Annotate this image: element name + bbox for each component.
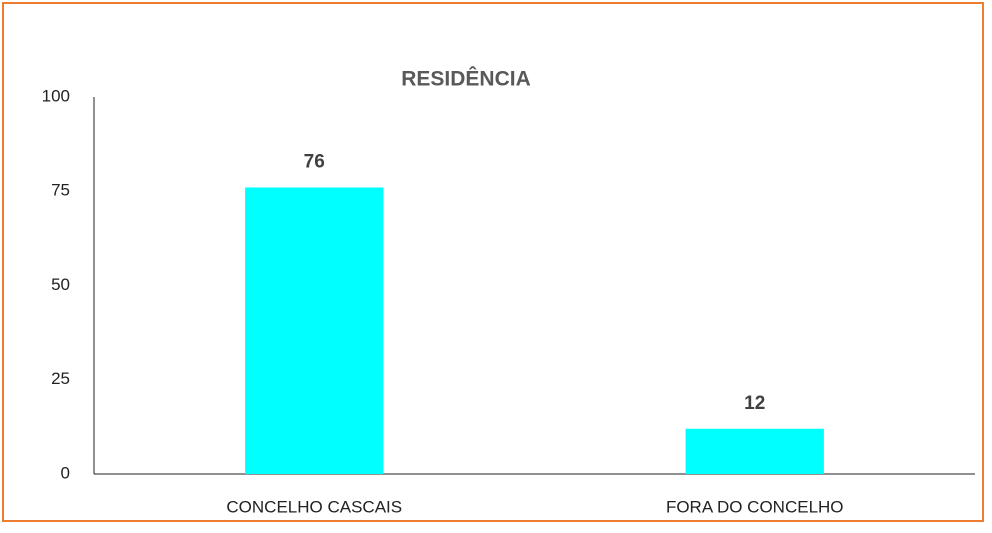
y-tick-label: 50: [51, 275, 70, 294]
x-tick-label: CONCELHO CASCAIS: [226, 497, 402, 516]
data-label: 76: [304, 151, 325, 172]
y-tick-label: 100: [42, 86, 70, 105]
x-tick-label: FORA DO CONCELHO: [666, 497, 844, 516]
data-label: 12: [744, 393, 765, 414]
bar: [245, 187, 384, 475]
y-tick-label: 0: [61, 463, 70, 482]
y-tick-label: 25: [51, 369, 70, 388]
chart-title: RESIDÊNCIA: [401, 67, 531, 91]
y-tick-label: 75: [51, 181, 70, 200]
bar: [685, 428, 824, 474]
